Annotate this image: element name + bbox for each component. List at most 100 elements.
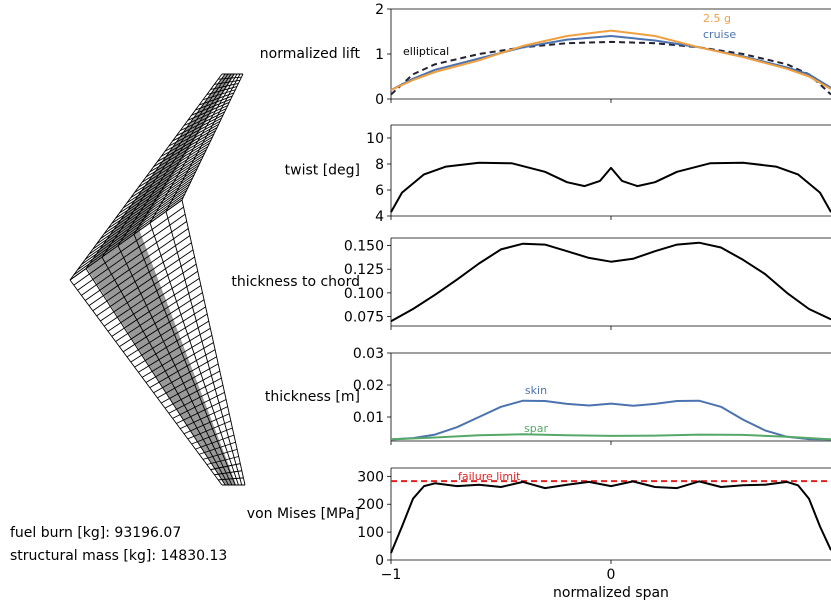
mesh-chord-line <box>73 196 184 276</box>
mesh-span-line <box>133 73 235 235</box>
label-spar: spar <box>524 422 548 435</box>
y-tick-label: 2 <box>375 2 384 18</box>
mesh-chord-line <box>111 277 200 337</box>
mesh-chord-line <box>111 164 200 224</box>
subplot-3: 0.01 0.02 0.03 thickness [m] <box>265 346 831 445</box>
mesh-chord-line <box>187 420 231 440</box>
mesh-span-line <box>117 73 232 246</box>
y-axis-label: thickness [m] <box>265 389 360 405</box>
mesh-chord-line <box>119 158 203 214</box>
mesh-chord-line <box>96 249 194 317</box>
mesh-chord-line <box>73 206 184 286</box>
mesh-chord-line <box>191 427 233 445</box>
mesh-span-line <box>69 73 223 281</box>
mesh-chord-line <box>187 101 230 121</box>
mesh-chord-line <box>164 377 222 409</box>
subplot-1: 4 6 8 10 twist [deg] <box>285 124 831 225</box>
y-tick-label: 300 <box>357 469 384 485</box>
mesh-chord-line <box>164 120 221 152</box>
label-failure-limit: failure limit <box>458 470 521 483</box>
mesh-chord-line <box>183 413 230 435</box>
mesh-chord-line <box>145 136 213 178</box>
mesh-chord-line <box>126 152 206 204</box>
mesh-chord-line <box>69 199 183 281</box>
y-tick-label: 0.03 <box>353 346 384 362</box>
mesh-span-line <box>149 73 238 224</box>
mesh-chord-line <box>157 127 218 162</box>
mesh-span-line <box>181 73 244 201</box>
label-elliptical: elliptical <box>403 45 449 58</box>
y-tick-label: 0 <box>375 92 384 108</box>
mesh-chord-line <box>103 263 197 327</box>
mesh-span-line <box>165 73 241 212</box>
mesh-span-line <box>117 245 233 486</box>
mesh-chord-line <box>138 327 211 373</box>
mesh-chord-line <box>180 108 227 132</box>
mesh-chord-line <box>84 228 189 301</box>
mesh-chord-line <box>134 320 210 368</box>
mesh-chord-line <box>202 448 238 460</box>
y-axis-label: von Mises [MPa] <box>247 506 360 522</box>
mesh-chord-line <box>210 83 239 90</box>
fuel-burn-text: fuel burn [kg]: 93196.07 <box>10 525 182 541</box>
subplot-0: 0 1 2 normalized lift <box>260 2 831 108</box>
mesh-chord-line <box>180 406 228 430</box>
y-tick-label: 8 <box>375 157 384 173</box>
y-tick-label: 4 <box>375 209 384 225</box>
x-axis-label: normalized span <box>553 585 669 601</box>
mesh-chord-line <box>119 292 203 348</box>
mesh-span-line <box>149 222 239 486</box>
mesh-chord-line <box>168 384 224 414</box>
series-line-elliptical <box>390 40 831 96</box>
label-skin: skin <box>525 384 547 397</box>
y-tick-label: 200 <box>357 497 384 513</box>
mesh-span-line <box>133 234 236 486</box>
mesh-span-line <box>85 73 226 269</box>
mesh-chord-line <box>157 363 219 399</box>
mesh-chord-line <box>218 477 244 481</box>
mesh-chord-line <box>107 270 199 332</box>
mesh-chord-line <box>115 161 201 219</box>
mesh-chord-line <box>92 242 192 312</box>
mesh-chord-line <box>172 114 224 142</box>
series-line <box>390 241 831 323</box>
series-line-spar <box>390 433 831 441</box>
series-line <box>390 161 831 213</box>
y-axis-label: normalized lift <box>260 46 361 62</box>
mesh-chord-line <box>168 117 222 147</box>
mesh-chord-line <box>149 133 215 173</box>
x-tick-label: 0 <box>607 567 616 583</box>
y-tick-label: 10 <box>366 131 384 147</box>
y-axis-label: thickness to chord <box>231 274 360 290</box>
series-line-cruise <box>390 35 831 91</box>
mesh-span-line <box>181 199 246 486</box>
y-tick-label: 100 <box>357 525 384 541</box>
y-tick-label: 0.02 <box>353 378 384 394</box>
mesh-chord-line <box>88 183 190 255</box>
y-axis-label: twist [deg] <box>285 163 360 179</box>
mesh-chord-line <box>210 463 241 471</box>
mesh-chord-line <box>195 95 233 111</box>
y-tick-label: 0.075 <box>344 310 384 326</box>
mesh-span-line <box>165 211 243 486</box>
mesh-chord-line <box>172 391 225 419</box>
y-tick-label: 0.150 <box>344 239 384 255</box>
mesh-chord-line <box>84 187 189 260</box>
subplot-2: 0.075 0.100 0.125 0.150 thickness to chord <box>231 237 831 330</box>
mesh-chord-line <box>103 171 196 235</box>
mesh-chord-line <box>81 190 187 265</box>
mesh-chord-line <box>81 221 187 296</box>
mesh-chord-line <box>199 441 236 455</box>
series-line-skin <box>390 399 831 441</box>
mesh-chord-line <box>77 213 186 291</box>
mesh-chord-line <box>141 139 212 183</box>
y-tick-label: 0.125 <box>344 262 384 278</box>
wing-mesh-diagram <box>69 73 246 486</box>
mesh-chord-line <box>88 235 191 306</box>
mesh-chord-line <box>160 370 221 404</box>
mesh-chord-line <box>77 193 186 271</box>
y-tick-label: 0 <box>375 553 384 569</box>
mesh-chord-line <box>176 111 225 137</box>
mesh-chord-line <box>107 168 198 229</box>
